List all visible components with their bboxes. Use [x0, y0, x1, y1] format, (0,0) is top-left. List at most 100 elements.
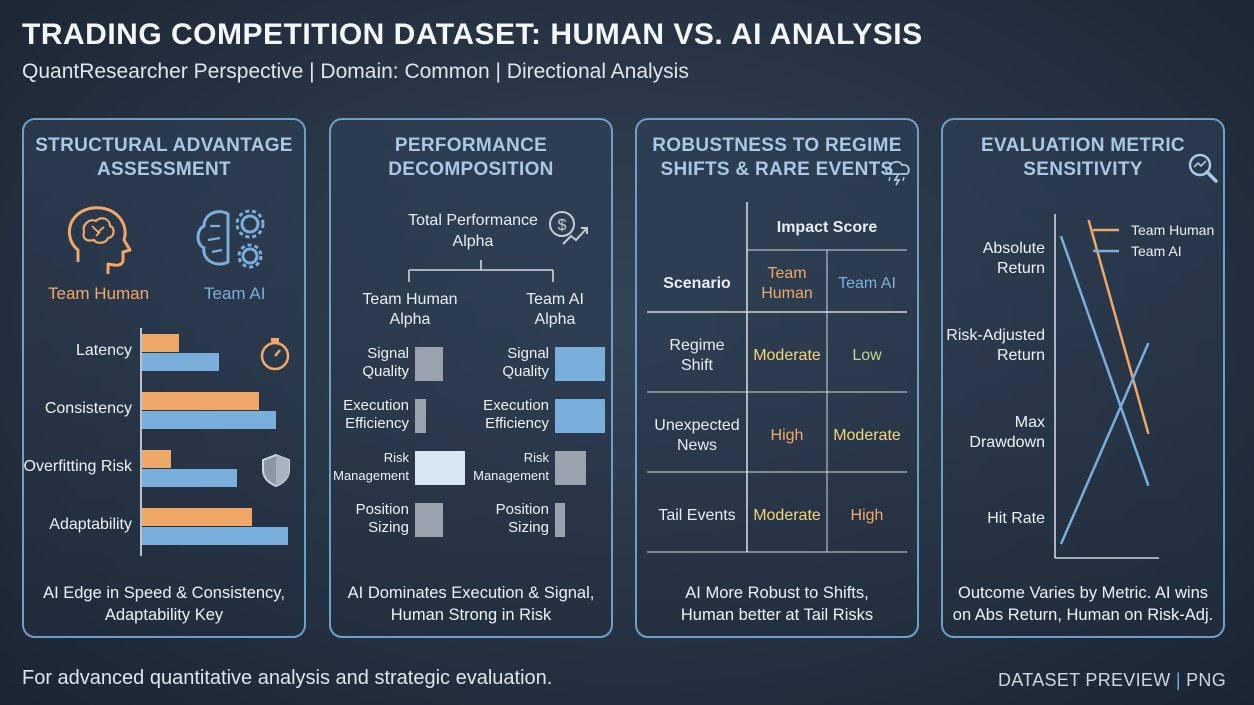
structural-bar-chart: Latency Consistency Overfitting Risk Adapta… — [24, 320, 308, 560]
performance-category-label: Risk Management — [473, 449, 549, 485]
storm-cloud-icon — [885, 160, 910, 186]
structural-bar-ai — [142, 469, 237, 487]
shield-icon — [262, 453, 290, 488]
category-line: Efficiency — [485, 415, 549, 432]
performance-bar-human — [415, 503, 443, 537]
scenario-tail-events: Tail Events — [658, 507, 736, 524]
series-line-human — [1087, 219, 1150, 435]
structural-bar-human — [142, 392, 259, 410]
page-title: TRADING COMPETITION DATASET: HUMAN VS. A… — [22, 18, 923, 51]
footer-note: For advanced quantitative analysis and s… — [22, 667, 553, 689]
structural-bar-human — [142, 508, 252, 526]
metric-tick-line: Return — [997, 260, 1045, 277]
performance-category-label: Risk Management — [333, 449, 409, 485]
robustness-panel-title: ROBUSTNESS TO REGIME SHIFTS & RARE EVENT… — [652, 135, 902, 180]
category-line: Quality — [362, 363, 409, 380]
category-line: Execution — [483, 397, 549, 414]
category-line: Signal — [507, 345, 549, 362]
magnifier-icon — [1188, 153, 1218, 183]
category-line: Management — [473, 468, 549, 483]
team-ai-header: Team AI — [838, 275, 896, 292]
regime-human-score: Moderate — [753, 347, 821, 364]
robustness-caption: AI More Robust to Shifts, Human better a… — [680, 584, 874, 624]
structural-category-label: Consistency — [44, 400, 132, 417]
performance-category-label: Execution Efficiency — [483, 397, 549, 433]
performance-category-label: Signal Quality — [362, 345, 409, 381]
legend-label: Team AI — [1131, 243, 1182, 259]
news-human-score: High — [770, 427, 804, 444]
scenario-unexpected-news: Unexpected News — [654, 417, 740, 454]
team-human-label: Team Human — [48, 284, 150, 303]
human-brain-icon — [68, 206, 132, 274]
metric-tick-line: Return — [997, 347, 1045, 364]
team-ai-label: Team AI — [204, 284, 266, 303]
metric-sensitivity-panel: EVALUATION METRIC SENSITIVITY Absolute Re… — [941, 118, 1225, 638]
performance-decomposition-panel: PERFORMANCE DECOMPOSITION Total Performa… — [329, 118, 613, 638]
tail-human-score: Moderate — [753, 507, 821, 524]
news-ai-score: Moderate — [833, 427, 901, 444]
performance-category-label: Signal Quality — [502, 345, 549, 381]
category-line: Position — [355, 501, 409, 518]
decomposition-tree-lines — [408, 260, 554, 282]
sensitivity-caption: Outcome Varies by Metric. AI wins on Abs… — [952, 584, 1214, 624]
series-line-ai — [1059, 342, 1150, 545]
legend-label: Team Human — [1131, 222, 1214, 238]
structural-caption: AI Edge in Speed & Consistency, Adaptabi… — [43, 584, 285, 624]
dataset-preview-label: DATASET PREVIEW | PNG — [997, 670, 1226, 690]
category-line: Position — [495, 501, 549, 518]
series-line-ai — [1059, 235, 1150, 487]
tail-ai-score: High — [850, 507, 884, 524]
metric-tick-line: Absolute — [983, 240, 1045, 257]
structural-category-label: Latency — [75, 342, 132, 359]
category-line: Execution — [343, 397, 409, 414]
category-line: Signal — [367, 345, 409, 362]
category-line: Management — [333, 468, 409, 483]
structural-chart-axis — [140, 328, 142, 556]
structural-advantage-panel: STRUCTURAL ADVANTAGE ASSESSMENT Team Hum… — [22, 118, 306, 638]
metric-tick-line: Drawdown — [969, 434, 1045, 451]
performance-bar-ai — [555, 503, 565, 537]
structural-bar-human — [142, 450, 172, 468]
performance-bar-human — [415, 451, 465, 485]
metric-tick-label: Absolute Return — [983, 240, 1045, 277]
structural-category-label: Adaptability — [49, 516, 132, 533]
metric-tick-label: Risk-Adjusted Return — [946, 327, 1045, 364]
structural-bar-human — [142, 334, 179, 352]
category-line: Sizing — [508, 519, 549, 536]
metric-tick-line: Risk-Adjusted — [946, 327, 1045, 344]
impact-table-grid — [647, 202, 907, 553]
category-line: Risk — [383, 450, 409, 465]
robustness-panel: ROBUSTNESS TO REGIME SHIFTS & RARE EVENT… — [635, 118, 919, 638]
performance-category-label: Execution Efficiency — [343, 397, 409, 433]
structural-panel-title: STRUCTURAL ADVANTAGE ASSESSMENT — [35, 135, 293, 180]
svg-text:$: $ — [558, 217, 567, 234]
performance-bar-human — [415, 399, 426, 433]
performance-category-label: Position Sizing — [496, 501, 549, 537]
structural-bar-ai — [142, 527, 288, 545]
stopwatch-icon — [260, 338, 290, 371]
metric-tick-label: Max Drawdown — [969, 414, 1045, 451]
dollar-growth-icon: $ — [549, 211, 588, 245]
metric-tick-label: Hit Rate — [987, 510, 1045, 527]
category-line: Sizing — [368, 519, 409, 536]
performance-bar-ai — [555, 451, 586, 485]
performance-bar-ai — [555, 347, 605, 381]
performance-bar-chart: Signal Quality Signal Quality Execution Effic… — [331, 345, 615, 555]
category-line: Risk — [523, 450, 549, 465]
performance-bar-human — [415, 347, 443, 381]
regime-ai-score: Low — [852, 347, 882, 364]
category-line: Quality — [502, 363, 549, 380]
ai-brain-gears-icon — [196, 209, 265, 269]
structural-category-label: Overfitting Risk — [23, 458, 132, 475]
performance-caption: AI Dominates Execution & Signal, Human S… — [347, 584, 595, 624]
impact-score-header: Impact Score — [776, 219, 878, 236]
human-alpha-branch: Team Human Alpha — [362, 291, 458, 328]
metric-tick-line: Max — [1015, 414, 1045, 431]
category-line: Efficiency — [345, 415, 409, 432]
sensitivity-line-chart: Absolute Return Risk-Adjusted Return Max Draw… — [946, 214, 1214, 559]
performance-bar-ai — [555, 399, 605, 433]
total-alpha-node: Total Performance Alpha — [408, 212, 538, 250]
structural-bar-ai — [142, 411, 277, 429]
ai-alpha-branch: Team AI Alpha — [526, 291, 584, 328]
metric-tick-line: Hit Rate — [987, 510, 1045, 527]
